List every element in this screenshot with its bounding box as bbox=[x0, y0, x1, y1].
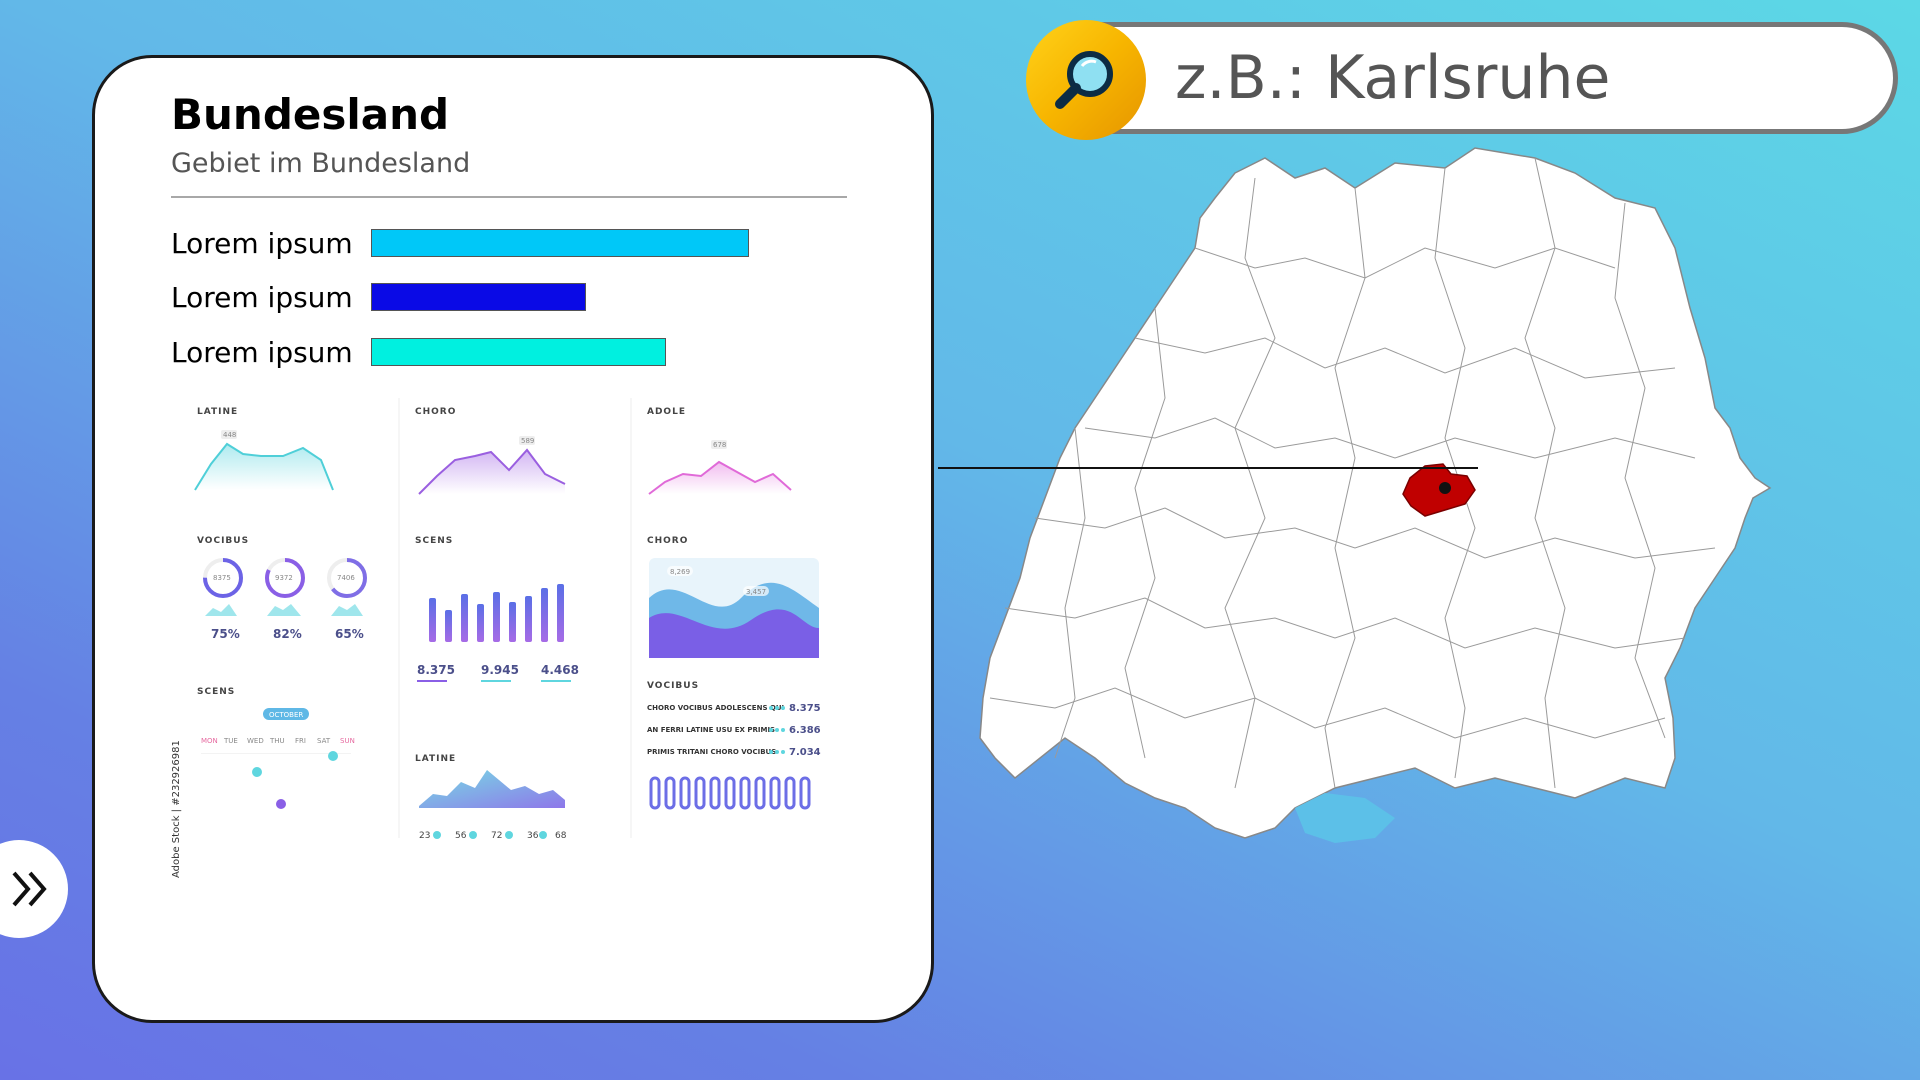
svg-text:65%: 65% bbox=[335, 627, 364, 641]
svg-text:6.386: 6.386 bbox=[789, 725, 821, 736]
mini-label: VOCIBUS bbox=[647, 681, 699, 691]
svg-text:7406: 7406 bbox=[337, 574, 355, 582]
svg-text:MON: MON bbox=[201, 737, 218, 745]
svg-text:PRIMIS TRITANI CHORO VOCIBUS: PRIMIS TRITANI CHORO VOCIBUS bbox=[647, 748, 776, 756]
svg-text:23: 23 bbox=[419, 831, 430, 841]
svg-text:AN FERRI LATINE USU EX PRIMIS: AN FERRI LATINE USU EX PRIMIS bbox=[647, 726, 775, 734]
dashboard-illustration: LATINE 448 VOCIBUS 8375 75% 9372 82% 740… bbox=[171, 398, 821, 878]
card-subtitle: Gebiet im Bundesland bbox=[171, 148, 471, 179]
search-button[interactable] bbox=[1026, 20, 1146, 140]
area-tag: 3,457 bbox=[746, 588, 766, 596]
stat-label: Lorem ipsum bbox=[171, 226, 353, 260]
card-title: Bundesland bbox=[171, 90, 450, 139]
svg-text:TUE: TUE bbox=[223, 737, 238, 745]
district-borders bbox=[989, 157, 1716, 789]
info-card: Bundesland Gebiet im Bundesland Lorem ip… bbox=[92, 55, 934, 1023]
mini-label: CHORO bbox=[647, 536, 688, 546]
mini-total: 8.375 bbox=[417, 663, 455, 677]
mini-label: SCENS bbox=[197, 687, 235, 697]
svg-text:WED: WED bbox=[247, 737, 264, 745]
mini-label: SCENS bbox=[415, 536, 453, 546]
svg-text:56: 56 bbox=[455, 831, 467, 841]
area-tag: 8,269 bbox=[670, 568, 690, 576]
state-map[interactable] bbox=[975, 138, 1775, 1018]
stat-bar bbox=[371, 283, 586, 311]
svg-text:FRI: FRI bbox=[295, 737, 306, 745]
mini-peak: 448 bbox=[223, 431, 236, 439]
mini-label: VOCIBUS bbox=[197, 536, 249, 546]
ring-chart: 7406 65% bbox=[327, 558, 367, 641]
svg-text:82%: 82% bbox=[273, 627, 302, 641]
watermark-text: Adobe Stock | #232926981 bbox=[171, 740, 182, 878]
stat-label: Lorem ipsum bbox=[171, 335, 353, 369]
stat-bar bbox=[371, 338, 666, 366]
svg-text:8.375: 8.375 bbox=[789, 703, 821, 714]
svg-text:68: 68 bbox=[555, 831, 567, 841]
mini-label: LATINE bbox=[415, 754, 456, 764]
mini-list: CHORO VOCIBUS ADOLESCENS QUI 8.375 AN FE… bbox=[647, 703, 821, 758]
svg-text:75%: 75% bbox=[211, 627, 240, 641]
svg-text:8375: 8375 bbox=[213, 574, 231, 582]
mini-peak: 678 bbox=[713, 441, 726, 449]
double-chevron-right-icon bbox=[12, 871, 47, 907]
mini-bars bbox=[429, 584, 564, 642]
mini-total: 4.468 bbox=[541, 663, 579, 677]
mini-label: CHORO bbox=[415, 407, 456, 417]
stat-bar bbox=[371, 229, 749, 257]
svg-text:SUN: SUN bbox=[340, 737, 355, 745]
svg-text:SAT: SAT bbox=[317, 737, 331, 745]
pill-bars bbox=[649, 776, 811, 810]
stat-row: Lorem ipsum bbox=[171, 332, 666, 372]
lake-constance bbox=[1295, 793, 1395, 843]
svg-text:36: 36 bbox=[527, 831, 539, 841]
stat-label: Lorem ipsum bbox=[171, 280, 353, 314]
ring-chart: 8375 75% bbox=[203, 558, 243, 641]
map-land bbox=[979, 147, 1772, 839]
mini-label: ADOLE bbox=[647, 407, 686, 417]
svg-text:9372: 9372 bbox=[275, 574, 293, 582]
stat-row: Lorem ipsum bbox=[171, 277, 586, 317]
svg-text:7.034: 7.034 bbox=[789, 747, 821, 758]
svg-text:CHORO VOCIBUS ADOLESCENS QUI: CHORO VOCIBUS ADOLESCENS QUI bbox=[647, 704, 784, 712]
calendar-month: OCTOBER bbox=[269, 711, 303, 719]
mini-peak: 589 bbox=[521, 437, 534, 445]
ring-chart: 9372 82% bbox=[265, 558, 305, 641]
next-button[interactable] bbox=[0, 840, 68, 938]
magnifier-icon bbox=[1055, 51, 1113, 109]
svg-text:72: 72 bbox=[491, 831, 502, 841]
svg-text:THU: THU bbox=[269, 737, 285, 745]
stat-row: Lorem ipsum bbox=[171, 223, 749, 263]
search-input[interactable] bbox=[1175, 43, 1855, 113]
mini-total: 9.945 bbox=[481, 663, 519, 677]
divider bbox=[171, 196, 847, 198]
search-bar[interactable] bbox=[1040, 22, 1898, 134]
mini-label: LATINE bbox=[197, 407, 238, 417]
pointer-line bbox=[938, 467, 1478, 469]
highlighted-region bbox=[1402, 463, 1476, 517]
calendar-days: MON TUE WED THU FRI SAT SUN bbox=[201, 737, 355, 745]
bubble-values: 23 56 72 36 68 bbox=[419, 831, 567, 841]
